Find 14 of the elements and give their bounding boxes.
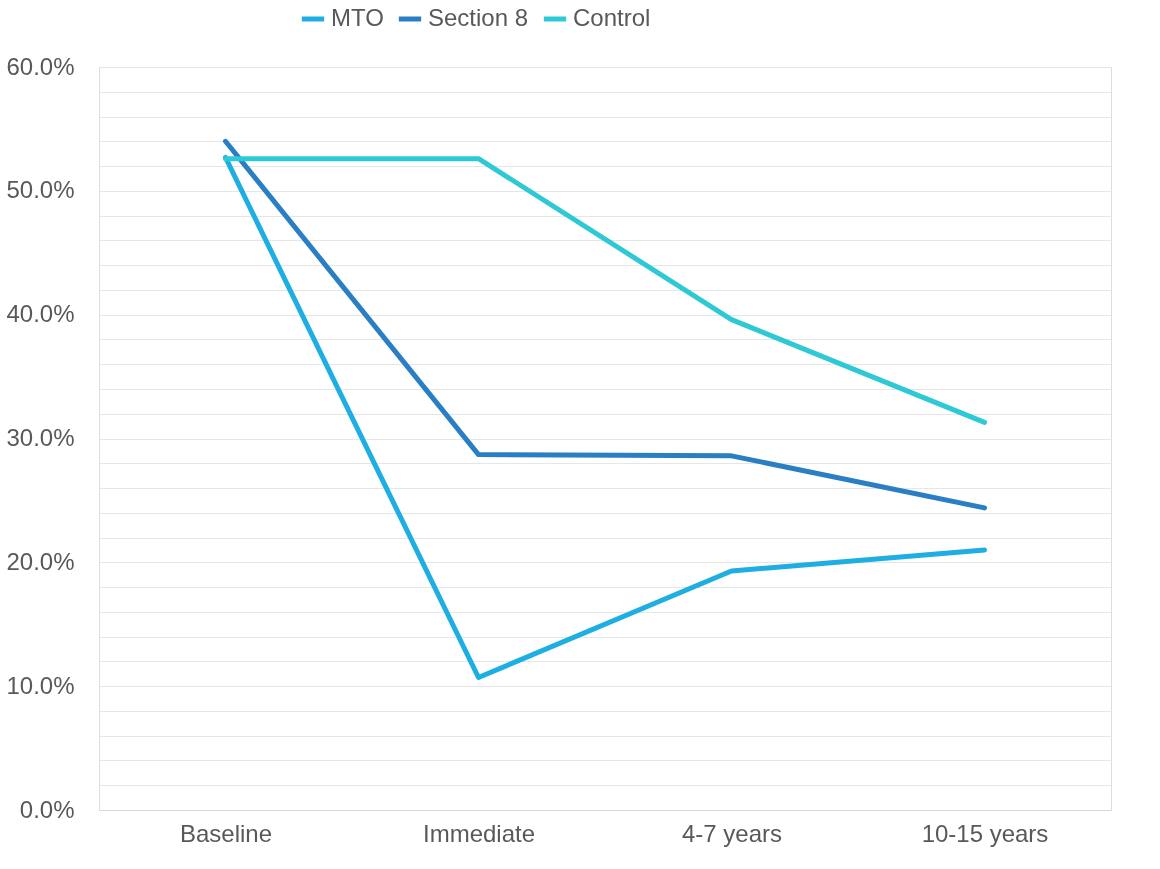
y-tick-label: 60.0% xyxy=(6,52,75,80)
y-tick-label: 30.0% xyxy=(6,424,75,451)
y-tick-label: 20.0% xyxy=(6,547,75,575)
legend-label: MTO xyxy=(331,4,384,31)
y-tick-label: 50.0% xyxy=(6,176,75,204)
x-tick-label: 4-7 years xyxy=(681,819,783,847)
x-tick-label: 10-15 years xyxy=(921,819,1049,847)
y-tick-label: 0.0% xyxy=(19,795,75,823)
legend-label: Section 8 xyxy=(428,4,529,31)
y-tick-label: 40.0% xyxy=(6,300,75,328)
x-tick-label: Immediate xyxy=(422,819,536,847)
x-tick-label: Baseline xyxy=(179,819,273,847)
y-tick-label: 10.0% xyxy=(6,671,75,699)
legend-label: Control xyxy=(573,4,651,31)
